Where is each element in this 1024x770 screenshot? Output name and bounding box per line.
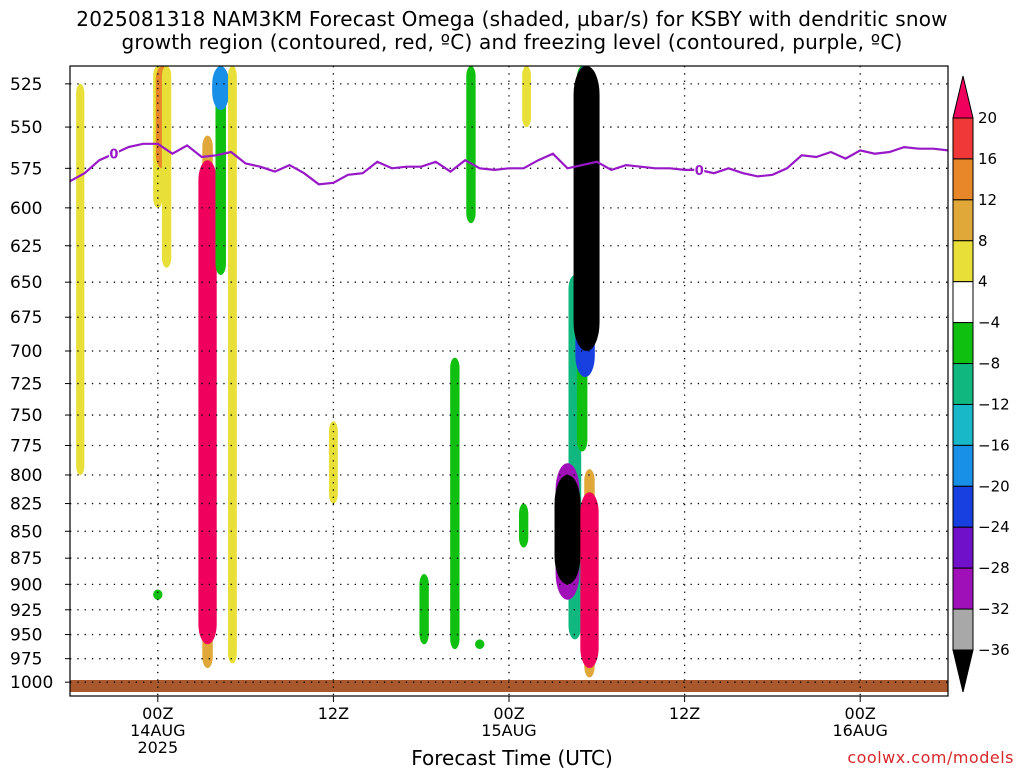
y-tick-label: 525 (10, 75, 42, 95)
colorbar-label: 4 (978, 273, 988, 291)
colorbar-swatch (952, 567, 974, 610)
x-tick-label: 16AUG (832, 721, 887, 740)
x-tick-label: 12Z (669, 704, 700, 723)
omega-feature (518, 503, 529, 548)
colorbar-swatch (952, 363, 974, 405)
y-tick-label: 825 (10, 495, 42, 515)
colorbar-swatch (952, 403, 974, 446)
colorbar-label: −28 (978, 559, 1010, 577)
colorbar-label: −24 (978, 518, 1010, 536)
colorbar-label: −20 (978, 477, 1010, 495)
contour-label: 0 (109, 148, 118, 163)
y-tick-label: 700 (10, 342, 42, 362)
chart-title: 2025081318 NAM3KM Forecast Omega (shaded… (76, 7, 948, 31)
colorbar-label: 8 (978, 232, 988, 250)
colorbar-label: −12 (978, 395, 1010, 413)
omega-feature (573, 66, 600, 351)
contour-label: 0 (695, 164, 704, 179)
y-tick-label: 950 (10, 626, 42, 646)
colorbar-swatch (952, 526, 974, 569)
x-tick-label: 00Z (142, 704, 173, 723)
x-tick-label: 14AUG (130, 721, 185, 740)
colorbar-swatch (952, 281, 974, 324)
y-tick-label: 850 (10, 522, 42, 542)
x-tick-label: 00Z (845, 704, 876, 723)
y-axis: 525 550 575 600 625 650 675 700 725 750 775 800 825 8… (10, 75, 70, 693)
colorbar-swatch (952, 608, 974, 651)
y-tick-label: 675 (10, 308, 42, 328)
y-tick-label: 800 (10, 466, 42, 486)
contour-label-bg (694, 162, 705, 176)
colorbar-swatch (952, 117, 974, 160)
x-tick-label: 00Z (493, 704, 524, 723)
y-tick-label: 975 (10, 650, 42, 670)
omega-feature (522, 66, 531, 128)
y-tick-label: 1000 (10, 673, 53, 693)
y-tick-label: 550 (10, 118, 42, 138)
omega-feature (76, 83, 85, 475)
y-tick-label: 600 (10, 199, 42, 219)
omega-feature (212, 66, 230, 111)
colorbar-label: −32 (978, 600, 1010, 618)
colorbar-swatch (952, 444, 974, 487)
x-tick-label: 12Z (318, 704, 349, 723)
omega-feature (228, 66, 237, 664)
colorbar-swatch (952, 158, 974, 201)
colorbar-swatch (952, 199, 974, 242)
y-tick-label: 750 (10, 406, 42, 426)
omega-feature (215, 66, 226, 276)
y-tick-label: 875 (10, 549, 42, 569)
y-tick-label: 900 (10, 575, 42, 595)
surface-band (70, 680, 948, 692)
x-axis-label: Forecast Time (UTC) (411, 746, 613, 770)
colorbar-swatch (952, 240, 974, 283)
x-tick-label: 2025 (137, 738, 178, 757)
y-tick-label: 925 (10, 601, 42, 621)
y-tick-label: 575 (10, 159, 42, 179)
omega-feature (329, 421, 338, 504)
omega-feature (153, 589, 163, 600)
chart-subtitle: growth region (contoured, red, ºC) and f… (121, 30, 903, 54)
colorbar-label: −16 (978, 436, 1010, 454)
grid (70, 66, 948, 696)
colorbar-label: 20 (978, 109, 997, 127)
omega-feature (161, 66, 172, 268)
colorbar-swatch (952, 485, 974, 528)
y-tick-label: 775 (10, 436, 42, 456)
colorbar-label: −36 (978, 641, 1010, 659)
omega-shading (70, 66, 948, 692)
credit-link[interactable]: coolwx.com/models (847, 748, 1014, 767)
colorbar-bottom-arrow (952, 649, 974, 693)
omega-feature (554, 474, 581, 585)
colorbar-top-arrow (952, 75, 974, 119)
omega-feature (475, 639, 485, 650)
colorbar-swatch (952, 322, 974, 365)
colorbar-label: −4 (978, 314, 1000, 332)
colorbar-label: 16 (978, 150, 997, 168)
colorbar-label: 12 (978, 191, 997, 209)
y-tick-label: 650 (10, 273, 42, 293)
omega-feature (419, 573, 429, 645)
y-tick-label: 625 (10, 237, 42, 257)
omega-feature (198, 160, 217, 645)
y-tick-label: 725 (10, 375, 42, 395)
contour-label-bg (108, 146, 119, 160)
colorbar: 20 16 12 8 4 −4 −8 −12 −16 −20 −24 −28 −32 −36 (952, 75, 1010, 693)
freezing-level-line (70, 142, 948, 186)
colorbar-label: −8 (978, 355, 1000, 373)
omega-feature (580, 492, 599, 669)
x-tick-label: 15AUG (481, 721, 536, 740)
omega-feature (450, 357, 460, 650)
omega-feature (466, 66, 476, 224)
freezing-level: 00 (70, 142, 948, 186)
